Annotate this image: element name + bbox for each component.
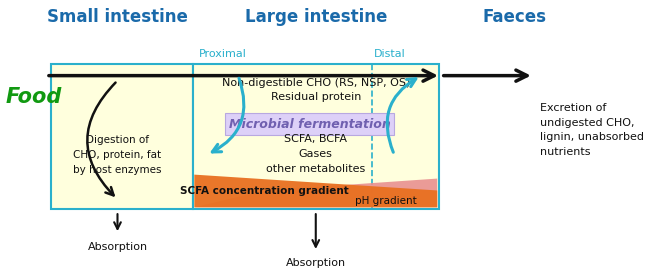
Text: Digestion of
CHO, protein, fat
by host enzymes: Digestion of CHO, protein, fat by host e… [74,135,161,175]
Bar [225,113,395,135]
Text: Absorption: Absorption [87,242,148,252]
Text: pH gradient: pH gradient [355,196,416,206]
Text: Proximal: Proximal [199,49,247,59]
Text: Food: Food [6,87,62,108]
Bar [193,64,439,209]
Text: Faeces: Faeces [483,8,547,26]
Text: Microbial fermentation: Microbial fermentation [229,118,391,131]
Text: SCFA concentration gradient: SCFA concentration gradient [180,186,349,196]
Text: Excretion of
undigested CHO,
lignin, unabsorbed
nutrients: Excretion of undigested CHO, lignin, una… [540,103,644,157]
Text: Large intestine: Large intestine [245,8,387,26]
Text: Small intestine: Small intestine [47,8,188,26]
Text: Non-digestible CHO (RS, NSP, OS)
Residual protein: Non-digestible CHO (RS, NSP, OS) Residua… [221,78,410,103]
Text: SCFA, BCFA
Gases
other metabolites: SCFA, BCFA Gases other metabolites [266,134,365,174]
Polygon shape [194,175,437,207]
Text: Distal: Distal [374,49,406,59]
Text: Absorption: Absorption [286,258,346,268]
Polygon shape [194,178,437,207]
Bar [51,64,193,209]
